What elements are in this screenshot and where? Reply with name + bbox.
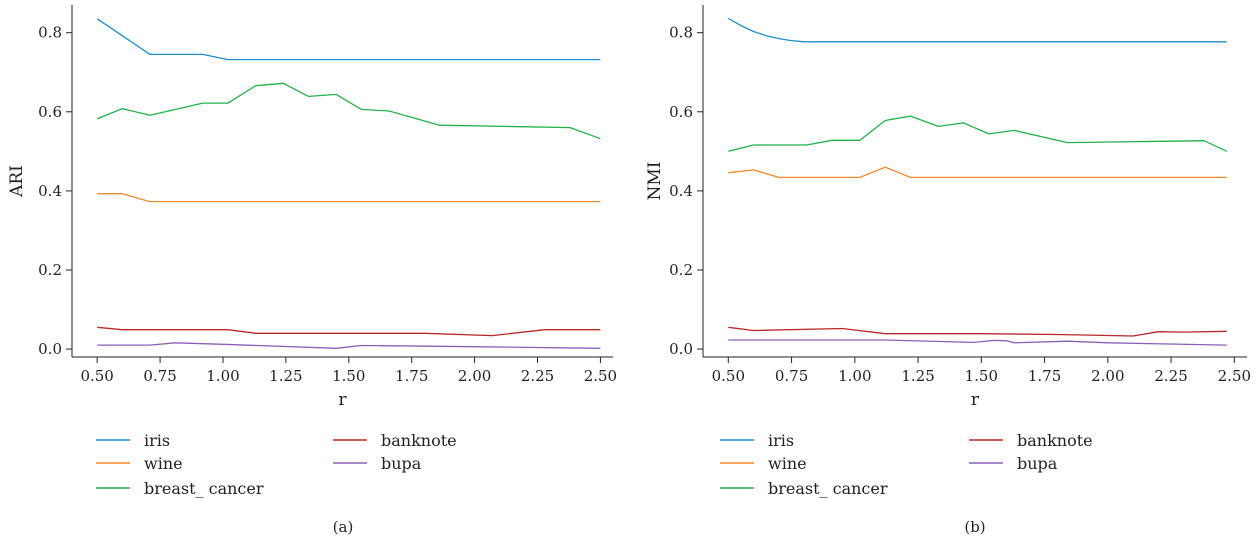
x-tick-label: 2.25 xyxy=(1154,367,1187,385)
series-line-banknote xyxy=(97,326,601,337)
chart-panel-1: 0.0 0.2 0.4 0.6 0.8 0.50 0.75 1.00 1.25 1.50 1.75 2… xyxy=(645,5,1251,536)
x-tick-label: 0.50 xyxy=(712,367,745,385)
y-tick-label: 0.4 xyxy=(669,182,693,200)
chart-panel-0: 0.0 0.2 0.4 0.6 0.8 0.50 0.75 1.00 1.25 1.50 1.75 2… xyxy=(7,5,617,536)
legend-label-banknote: banknote xyxy=(1017,431,1093,450)
series-line-wine xyxy=(728,166,1227,179)
series-line-iris xyxy=(727,17,1227,43)
x-tick-label: 2.50 xyxy=(1218,367,1251,385)
y-tick-label: 0.2 xyxy=(38,261,62,279)
legend-label-bupa: bupa xyxy=(1017,454,1058,473)
legend-label-breast_cancer: breast_ cancer xyxy=(768,479,888,498)
x-tick-label: 1.25 xyxy=(901,367,934,385)
series-line-bupa xyxy=(728,339,1227,346)
y-tick-label: 0.8 xyxy=(38,24,62,42)
legend-label-breast_cancer: breast_ cancer xyxy=(144,479,264,498)
panel-label: (b) xyxy=(964,518,985,536)
y-tick-label: 0.0 xyxy=(38,340,62,358)
y-axis-label: ARI xyxy=(7,165,27,198)
x-axis-label: r xyxy=(338,390,347,410)
legend-label-iris: iris xyxy=(768,431,794,450)
x-tick-label: 0.50 xyxy=(80,367,113,385)
legend: iris wine breast_ cancer banknote bupa xyxy=(96,431,457,498)
series-line-banknote xyxy=(728,326,1227,337)
legend-label-banknote: banknote xyxy=(381,431,457,450)
panel-label: (a) xyxy=(333,518,354,536)
x-tick-label: 1.75 xyxy=(1028,367,1061,385)
y-tick-label: 0.4 xyxy=(38,182,62,200)
legend-label-bupa: bupa xyxy=(381,454,422,473)
series-line-bupa xyxy=(97,342,601,349)
x-tick-label: 2.00 xyxy=(458,367,491,385)
x-tick-label: 1.50 xyxy=(332,367,365,385)
legend-label-wine: wine xyxy=(768,454,807,473)
series-line-breast_cancer xyxy=(728,115,1228,152)
x-tick-label: 2.50 xyxy=(584,367,617,385)
x-tick-label: 1.75 xyxy=(395,367,428,385)
x-tick-label: 2.25 xyxy=(521,367,554,385)
legend: iris wine breast_ cancer banknote bupa xyxy=(720,431,1093,498)
x-tick-label: 1.00 xyxy=(838,367,871,385)
series-line-iris xyxy=(96,18,601,61)
y-axis-label: NMI xyxy=(645,162,665,201)
y-tick-label: 0.2 xyxy=(669,261,693,279)
x-tick-label: 2.00 xyxy=(1091,367,1124,385)
legend-label-wine: wine xyxy=(144,454,183,473)
x-tick-label: 1.25 xyxy=(269,367,302,385)
x-axis-label: r xyxy=(971,390,980,410)
x-tick-label: 1.00 xyxy=(206,367,239,385)
x-tick-label: 1.50 xyxy=(965,367,998,385)
series-line-wine xyxy=(97,193,601,203)
legend-label-iris: iris xyxy=(144,431,170,450)
series-line-breast_cancer xyxy=(96,82,601,140)
x-tick-label: 0.75 xyxy=(143,367,176,385)
x-tick-label: 0.75 xyxy=(775,367,808,385)
y-tick-label: 0.6 xyxy=(38,103,62,121)
y-tick-label: 0.8 xyxy=(669,24,693,42)
y-tick-label: 0.0 xyxy=(669,340,693,358)
y-tick-label: 0.6 xyxy=(669,103,693,121)
